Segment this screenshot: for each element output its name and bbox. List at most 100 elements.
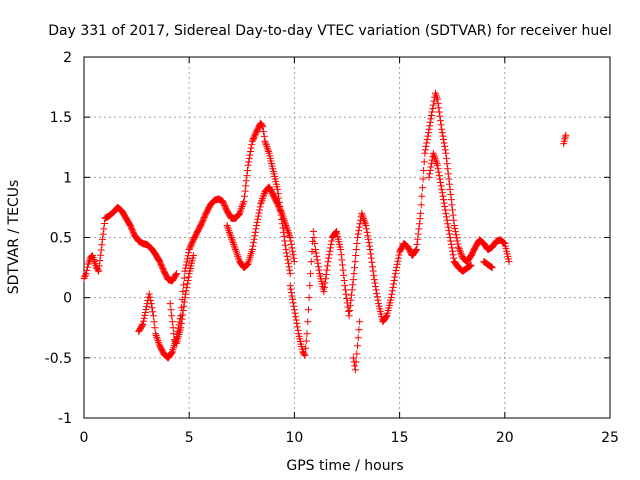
data-point [226,230,234,238]
data-point [284,259,292,267]
data-point [444,170,452,178]
data-point [442,213,450,221]
data-point [447,196,455,204]
data-point [436,175,444,183]
data-point [435,104,443,112]
data-point [373,293,381,301]
data-point [412,246,420,254]
data-point [373,289,381,297]
data-point [241,187,249,195]
data-point [444,165,452,173]
data-point [499,238,507,246]
data-point [332,228,340,236]
data-point [230,242,238,250]
data-point [428,108,436,116]
data-point [436,112,444,120]
data-point [302,337,310,345]
data-point [372,282,380,290]
x-tick-label: 5 [185,430,194,446]
data-point [454,240,462,248]
data-point [337,251,345,259]
data-point [457,249,465,257]
data-point [354,342,362,350]
data-point [434,99,442,107]
data-point [340,276,348,284]
data-point [430,97,438,105]
data-point [433,161,441,169]
data-point [466,253,474,261]
data-points [80,89,570,374]
data-point [324,258,332,266]
data-point [304,318,312,326]
data-point [352,358,360,366]
data-point [230,240,238,248]
data-point [435,172,443,180]
data-point [393,260,401,268]
data-point [446,234,454,241]
data-point [449,211,457,219]
data-point [456,246,464,254]
data-point [453,234,461,242]
data-point [290,302,298,310]
data-point [427,111,435,119]
data-point [234,211,242,219]
data-point [372,286,380,294]
data-point [441,146,449,154]
data-point [293,319,301,327]
data-point [253,218,261,226]
data-point [183,255,191,263]
data-point [168,312,176,320]
data-point [97,251,105,259]
data-point [382,313,390,321]
data-point [291,309,299,317]
data-point [259,193,267,201]
data-point [280,215,288,223]
data-point [438,125,446,133]
data-point [283,225,291,233]
data-point [253,221,261,229]
y-tick-label: -0.5 [45,351,72,367]
data-point [367,250,375,258]
data-point [173,270,181,278]
data-point [351,366,359,374]
data-point [150,318,158,326]
data-point [366,246,374,254]
data-point [436,117,444,125]
data-point [177,319,185,327]
data-point [96,257,104,265]
data-point [423,136,431,144]
data-point [442,149,450,157]
x-tick-label: 10 [285,430,303,446]
data-point [439,196,447,204]
data-point [257,200,265,208]
data-point [260,191,268,199]
data-point [370,276,378,284]
data-point [281,220,289,228]
data-point [456,248,464,256]
data-point [224,225,232,233]
data-point [228,237,236,245]
data-point [148,304,156,312]
data-point [263,142,271,150]
data-point [180,298,188,306]
data-point [437,121,445,129]
data-point [389,283,397,291]
data-point [321,279,329,287]
data-point [445,227,453,235]
data-point [242,177,250,185]
data-point [449,206,457,214]
data-point [180,274,188,282]
data-point [307,270,315,278]
data-point [441,142,449,150]
data-point [338,256,346,264]
data-point [228,235,236,243]
data-point [435,108,443,116]
data-point [183,283,191,291]
data-point [355,223,363,231]
data-point [231,244,239,252]
data-point [100,225,108,233]
data-point [442,209,450,217]
data-point [259,123,267,131]
data-point [450,221,458,229]
data-point [433,95,441,103]
